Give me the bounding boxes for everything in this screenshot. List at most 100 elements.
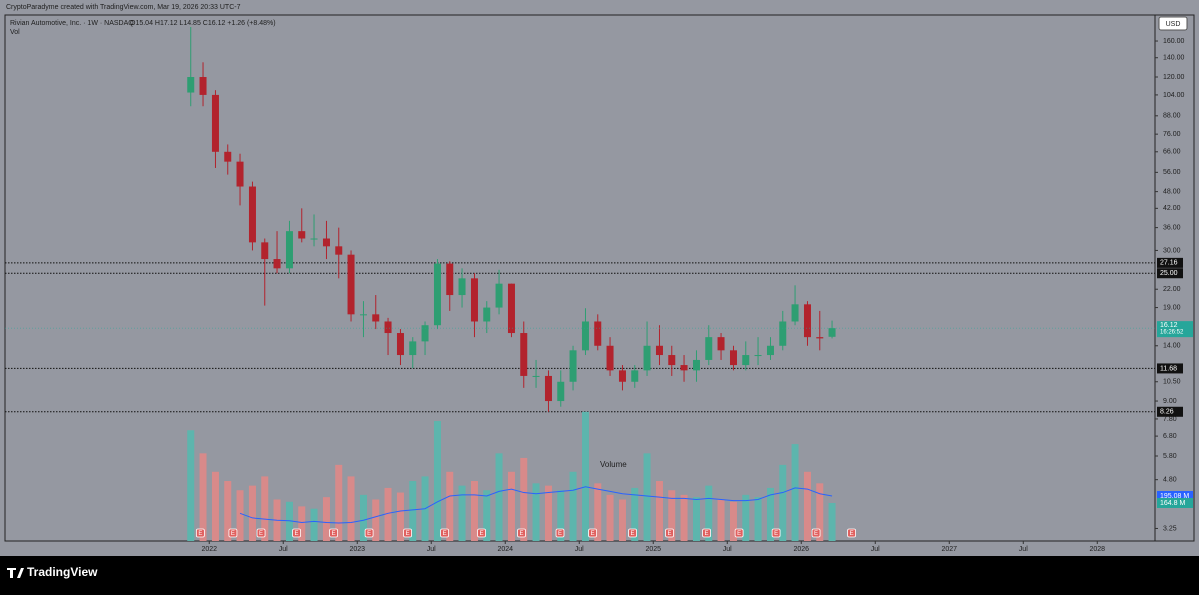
- x-tick-label: Jul: [871, 546, 880, 553]
- earnings-marker: [195, 528, 205, 538]
- candle-body: [187, 77, 195, 93]
- volume-bar: [495, 453, 503, 541]
- candle-body: [409, 341, 417, 356]
- candle-body: [248, 186, 256, 243]
- volume-badge: [1157, 490, 1193, 501]
- earnings-marker: [665, 528, 674, 538]
- y-tick-label: 120.00: [1163, 74, 1185, 81]
- earnings-label: E: [737, 531, 741, 537]
- candle-body: [680, 365, 688, 371]
- candle-body: [335, 246, 343, 255]
- y-tick-label: 76.00: [1163, 131, 1181, 138]
- volume-bar: [655, 481, 663, 541]
- volume-bar: [680, 494, 688, 541]
- candle-body: [384, 321, 392, 334]
- volume-bar: [372, 499, 380, 541]
- candle-body: [347, 254, 355, 315]
- candle-body: [458, 278, 466, 296]
- earnings-label: E: [520, 531, 524, 537]
- volume-bar: [668, 490, 676, 541]
- price-badge: [1157, 321, 1193, 338]
- credit: CryptoParadyme created with TradingView.…: [6, 4, 241, 11]
- earnings-marker: [771, 528, 781, 538]
- candle-body: [532, 375, 540, 377]
- candle-body: [692, 359, 700, 371]
- candle-body: [372, 314, 380, 322]
- volume-bar: [569, 471, 577, 541]
- candle-body: [766, 345, 774, 356]
- volume-ma-line: [239, 486, 833, 524]
- candle-body: [396, 333, 404, 356]
- candle-body: [643, 345, 651, 371]
- candle-body: [273, 259, 281, 269]
- earnings-marker: [228, 528, 238, 538]
- volume-bar: [791, 444, 799, 541]
- earnings-marker: [811, 528, 821, 538]
- brand-logo: [7, 568, 24, 578]
- earnings-label: E: [631, 531, 635, 537]
- earnings-label: E: [443, 531, 447, 537]
- earnings-label: E: [198, 531, 202, 537]
- earnings-marker: [628, 528, 637, 538]
- candle-body: [544, 375, 552, 402]
- earnings-label: E: [406, 531, 410, 537]
- x-tick-label: Jul: [1019, 546, 1028, 553]
- candle-body: [470, 278, 478, 322]
- earnings-marker: [517, 528, 526, 538]
- candle-body: [779, 321, 787, 346]
- candle-body: [285, 231, 293, 269]
- volume-bar: [248, 485, 256, 541]
- candle-body: [618, 370, 626, 382]
- candle-body: [594, 321, 602, 346]
- level-label: 8.26: [1160, 409, 1174, 416]
- volume-bar: [766, 487, 774, 541]
- candle-body: [791, 304, 799, 322]
- candle-body: [557, 381, 565, 402]
- volume-bar: [705, 485, 713, 541]
- x-tick-label: 2026: [793, 546, 809, 553]
- earnings-marker: [477, 528, 486, 538]
- candle-body: [421, 325, 429, 342]
- volume-bar: [507, 471, 515, 541]
- volume-bar: [729, 501, 737, 541]
- volume-bar: [224, 481, 232, 541]
- volume-bar: [643, 453, 651, 541]
- volume-bar: [631, 487, 639, 541]
- earnings-label: E: [591, 531, 595, 537]
- y-tick-label: 88.00: [1163, 113, 1181, 120]
- earnings-label: E: [295, 531, 299, 537]
- y-tick-label: 56.00: [1163, 169, 1181, 176]
- earnings-marker: [440, 528, 449, 538]
- earnings-label: E: [668, 531, 672, 537]
- volume-bar: [532, 483, 540, 541]
- y-tick-label: 19.00: [1163, 304, 1181, 311]
- earnings-label: E: [367, 531, 371, 537]
- y-tick-label: 160.00: [1163, 38, 1185, 45]
- candle-body: [631, 370, 639, 382]
- currency-button[interactable]: [1158, 16, 1188, 31]
- annotation: Volume: [600, 460, 627, 469]
- candle-body: [359, 314, 367, 316]
- candle-body: [742, 355, 750, 366]
- earnings-label: E: [259, 531, 263, 537]
- volume-bar: [347, 476, 355, 541]
- volume-bar: [298, 506, 306, 541]
- candle-body: [606, 345, 614, 371]
- candle-body: [828, 328, 836, 337]
- x-tick-label: 2028: [1089, 546, 1105, 553]
- candle-body: [705, 337, 713, 360]
- volume-legend: Vol: [10, 29, 20, 36]
- y-tick-label: 22.00: [1163, 286, 1181, 293]
- earnings-marker: [256, 528, 266, 538]
- y-tick-label: 9.00: [1163, 398, 1177, 405]
- volume-bar: [742, 494, 750, 541]
- footer-bar: [0, 556, 1199, 590]
- x-tick-label: 2024: [497, 546, 513, 553]
- volume-bar: [396, 492, 404, 541]
- earnings-marker: [329, 528, 338, 538]
- candle-body: [199, 77, 207, 95]
- candle-body: [322, 238, 330, 247]
- y-tick-label: 6.80: [1163, 433, 1177, 440]
- volume-bar: [261, 476, 269, 541]
